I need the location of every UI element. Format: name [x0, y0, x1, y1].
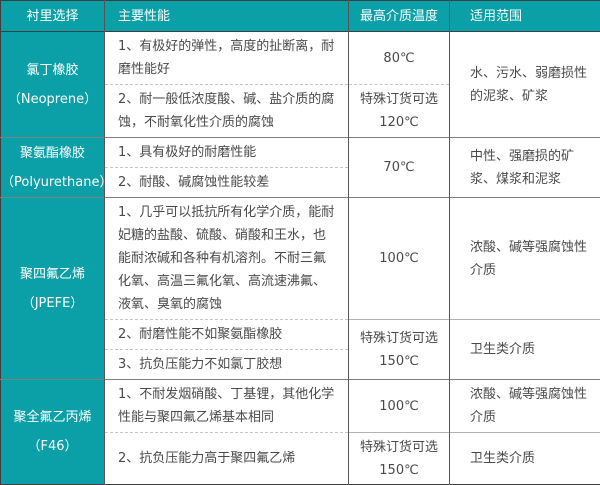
temperature-cell: 100℃ [349, 380, 450, 433]
temperature-cell: 特殊订货可选 150℃ [349, 320, 450, 380]
temperature-note: 特殊订货可选 [349, 436, 449, 459]
application-cell: 浓酸、碱等强腐蚀性介质 [450, 380, 600, 433]
liner-name: 聚全氟乙丙烯 [1, 403, 104, 432]
liner-name: 聚四氟乙烯 [1, 260, 104, 289]
temperature-note: 特殊订货可选 [349, 327, 449, 350]
performance-cell: 3、抗负压能力不如氯丁胶想 [105, 350, 349, 380]
liner-code: （F46） [1, 432, 104, 461]
performance-cell: 1、不耐发烟硝酸、丁基锂，其他化学性能与聚四氟乙烯基本相同 [105, 380, 349, 433]
col-header-temperature: 最高介质温度 [349, 1, 450, 32]
temperature-value: 120℃ [349, 111, 449, 134]
liner-code: （Neoprene） [1, 85, 104, 114]
temperature-cell: 特殊订货可选 150℃ [349, 433, 450, 485]
liner-cell-ptfe: 聚四氟乙烯 （JPEFE） [1, 198, 105, 380]
col-header-performance: 主要性能 [105, 1, 349, 32]
application-cell: 中性、强磨损的矿浆、煤浆和泥浆 [450, 138, 600, 198]
application-cell: 水、污水、弱磨损性的泥浆、矿浆 [450, 32, 600, 138]
performance-cell: 2、耐磨性能不如聚氨酯橡胶 [105, 320, 349, 350]
table-row: 聚氨酯橡胶 （Polyurethane） 1、具有极好的耐磨性能 70℃ 中性、… [1, 138, 600, 168]
application-cell: 卫生类介质 [450, 433, 600, 485]
performance-cell: 2、抗负压能力高于聚四氟乙烯 [105, 433, 349, 485]
performance-cell: 1、几乎可以抵抗所有化学介质，能耐妃糖的盐酸、硫酸、硝酸和王水，也能耐浓碱和各种… [105, 198, 349, 320]
temperature-value: 150℃ [349, 350, 449, 373]
temperature-note: 特殊订货可选 [349, 88, 449, 111]
col-header-application: 适用范围 [450, 1, 600, 32]
temperature-cell: 100℃ [349, 198, 450, 320]
temperature-value: 150℃ [349, 459, 449, 482]
header-row: 衬里选择 主要性能 最高介质温度 适用范围 [1, 1, 600, 32]
table-row: 聚四氟乙烯 （JPEFE） 1、几乎可以抵抗所有化学介质，能耐妃糖的盐酸、硫酸、… [1, 198, 600, 320]
performance-cell: 2、耐酸、碱腐蚀性能较差 [105, 168, 349, 198]
liner-cell-neoprene: 氯丁橡胶 （Neoprene） [1, 32, 105, 138]
application-cell: 卫生类介质 [450, 320, 600, 380]
temperature-cell: 特殊订货可选 120℃ [349, 85, 450, 138]
liner-name: 聚氨酯橡胶 [1, 139, 104, 168]
col-header-liner: 衬里选择 [1, 1, 105, 32]
liner-cell-f46: 聚全氟乙丙烯 （F46） [1, 380, 105, 485]
performance-cell: 1、具有极好的耐磨性能 [105, 138, 349, 168]
temperature-cell: 70℃ [349, 138, 450, 198]
application-cell: 浓酸、碱等强腐蚀性介质 [450, 198, 600, 320]
table-row: 聚全氟乙丙烯 （F46） 1、不耐发烟硝酸、丁基锂，其他化学性能与聚四氟乙烯基本… [1, 380, 600, 433]
liner-code: （Polyurethane） [1, 168, 104, 197]
table-row: 氯丁橡胶 （Neoprene） 1、有极好的弹性，高度的扯断离，耐磨性能好 80… [1, 32, 600, 85]
temperature-cell: 80℃ [349, 32, 450, 85]
liner-name: 氯丁橡胶 [1, 56, 104, 85]
liner-cell-polyurethane: 聚氨酯橡胶 （Polyurethane） [1, 138, 105, 198]
performance-cell: 1、有极好的弹性，高度的扯断离，耐磨性能好 [105, 32, 349, 85]
performance-cell: 2、耐一般低浓度酸、碱、盐介质的腐蚀，不耐氧化性介质的腐蚀 [105, 85, 349, 138]
liner-code: （JPEFE） [1, 289, 104, 318]
